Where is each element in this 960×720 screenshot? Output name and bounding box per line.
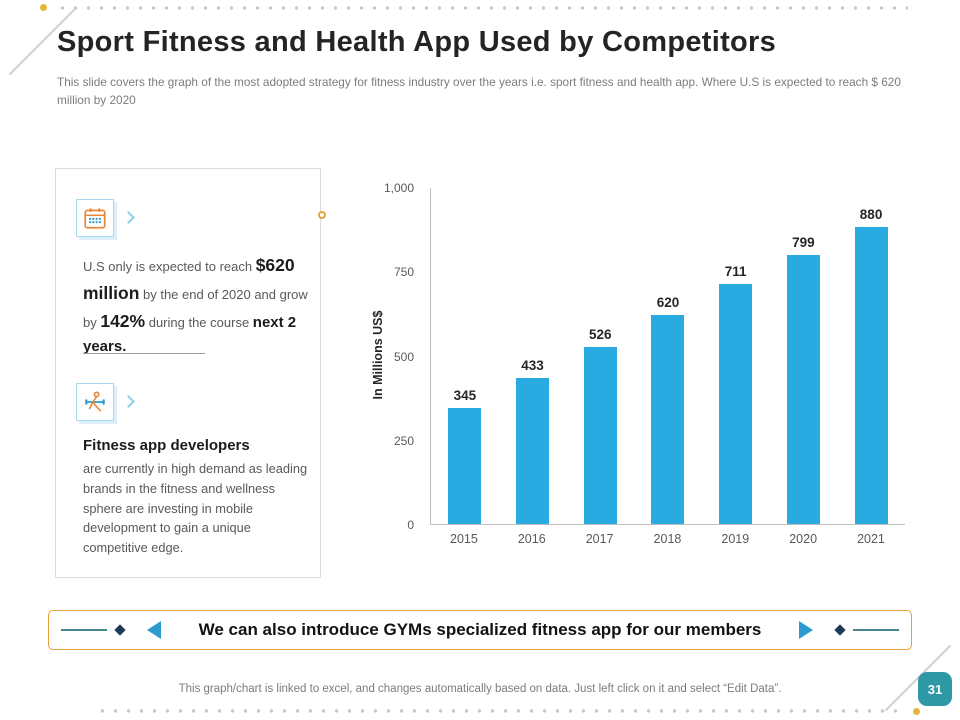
stat-segment: by the end of 2020 and grow by [83, 287, 308, 330]
bar-value-label: 620 [656, 295, 680, 310]
bar [516, 378, 550, 524]
gold-dot-top-left [40, 4, 47, 11]
page-number-badge: 31 [918, 672, 952, 706]
y-tick-label: 750 [393, 265, 414, 280]
bar [651, 315, 685, 524]
x-tick-label: 2020 [789, 532, 818, 546]
bar-2018: 620 [635, 188, 701, 524]
circle-accent-icon [318, 211, 326, 219]
bar [448, 408, 482, 524]
x-tick-label: 2018 [653, 532, 682, 546]
bar [786, 255, 820, 524]
bar [583, 347, 617, 524]
connector-line-right [853, 629, 899, 631]
x-tick-label: 2017 [585, 532, 614, 546]
diamond-icon-left [114, 624, 126, 636]
developers-body: are currently in high demand as leading … [83, 461, 308, 556]
stat-segment: during the course [145, 315, 253, 330]
y-tick-label: 250 [393, 433, 414, 448]
y-axis-ticks: 0 250 500 750 1,000 [360, 181, 422, 532]
bar [719, 284, 753, 524]
stat-text: U.S only is expected to reach $620 milli… [83, 251, 311, 359]
x-tick-label: 2021 [857, 532, 885, 546]
chevron-right-icon [122, 211, 135, 224]
stat-620-million: $620 million [83, 255, 295, 303]
bar-value-label: 799 [792, 235, 815, 250]
diamond-icon-right [834, 624, 846, 636]
bar-2019: 711 [702, 188, 768, 524]
bar-value-label: 526 [588, 327, 612, 342]
footer-note: This graph/chart is linked to excel, and… [178, 683, 782, 695]
bar-value-label: 711 [724, 264, 747, 279]
bar [854, 227, 888, 524]
banner-text: We can also introduce GYMs specialized f… [198, 620, 762, 639]
bar-value-label: 433 [521, 358, 544, 373]
bar-value-label: 880 [859, 207, 883, 222]
chevron-right-icon [122, 395, 135, 408]
bar-2016: 433 [499, 188, 565, 524]
arrow-left-icon [147, 621, 161, 639]
page-title: Sport Fitness and Health App Used by Com… [57, 26, 777, 58]
callout-banner: We can also introduce GYMs specialized f… [48, 610, 912, 650]
dotted-border-bottom [96, 708, 904, 714]
bar-2015: 345 [432, 188, 498, 524]
x-axis-labels: 2015 2016 2017 2018 2019 2020 2021 [430, 532, 905, 546]
bar-value-label: 345 [453, 388, 477, 403]
bar-2020: 799 [770, 188, 836, 524]
x-tick-label: 2019 [721, 532, 750, 546]
arrow-right-icon [799, 621, 813, 639]
dotted-border-top [56, 5, 908, 11]
slide-subtitle: This slide covers the graph of the most … [57, 75, 901, 107]
panel-divider [83, 353, 205, 354]
stat-next-2-years: next 2 years. [83, 314, 297, 355]
bar-2021: 880 [838, 188, 904, 524]
y-tick-label: 0 [407, 518, 414, 532]
stat-segment: U.S only is expected to reach [83, 259, 256, 274]
developers-heading: Fitness app developers [83, 437, 250, 454]
exercise-icon [76, 383, 114, 421]
x-tick-label: 2016 [517, 532, 546, 546]
calendar-icon [76, 199, 114, 237]
gold-dot-bottom-right [913, 708, 920, 715]
y-tick-label: 1,000 [383, 181, 414, 195]
y-tick-label: 500 [393, 349, 414, 364]
bar-2017: 526 [567, 188, 633, 524]
x-tick-label: 2015 [450, 532, 478, 546]
plot-area: 345 433 526 620 711 799 880 [430, 188, 905, 525]
stat-142-percent: 142% [100, 311, 146, 331]
bar-chart[interactable]: In Millions US$ 0 250 500 750 1,000 345 433 52… [360, 180, 916, 558]
insight-panel: U.S only is expected to reach $620 milli… [55, 168, 326, 578]
connector-line-left [61, 629, 107, 631]
